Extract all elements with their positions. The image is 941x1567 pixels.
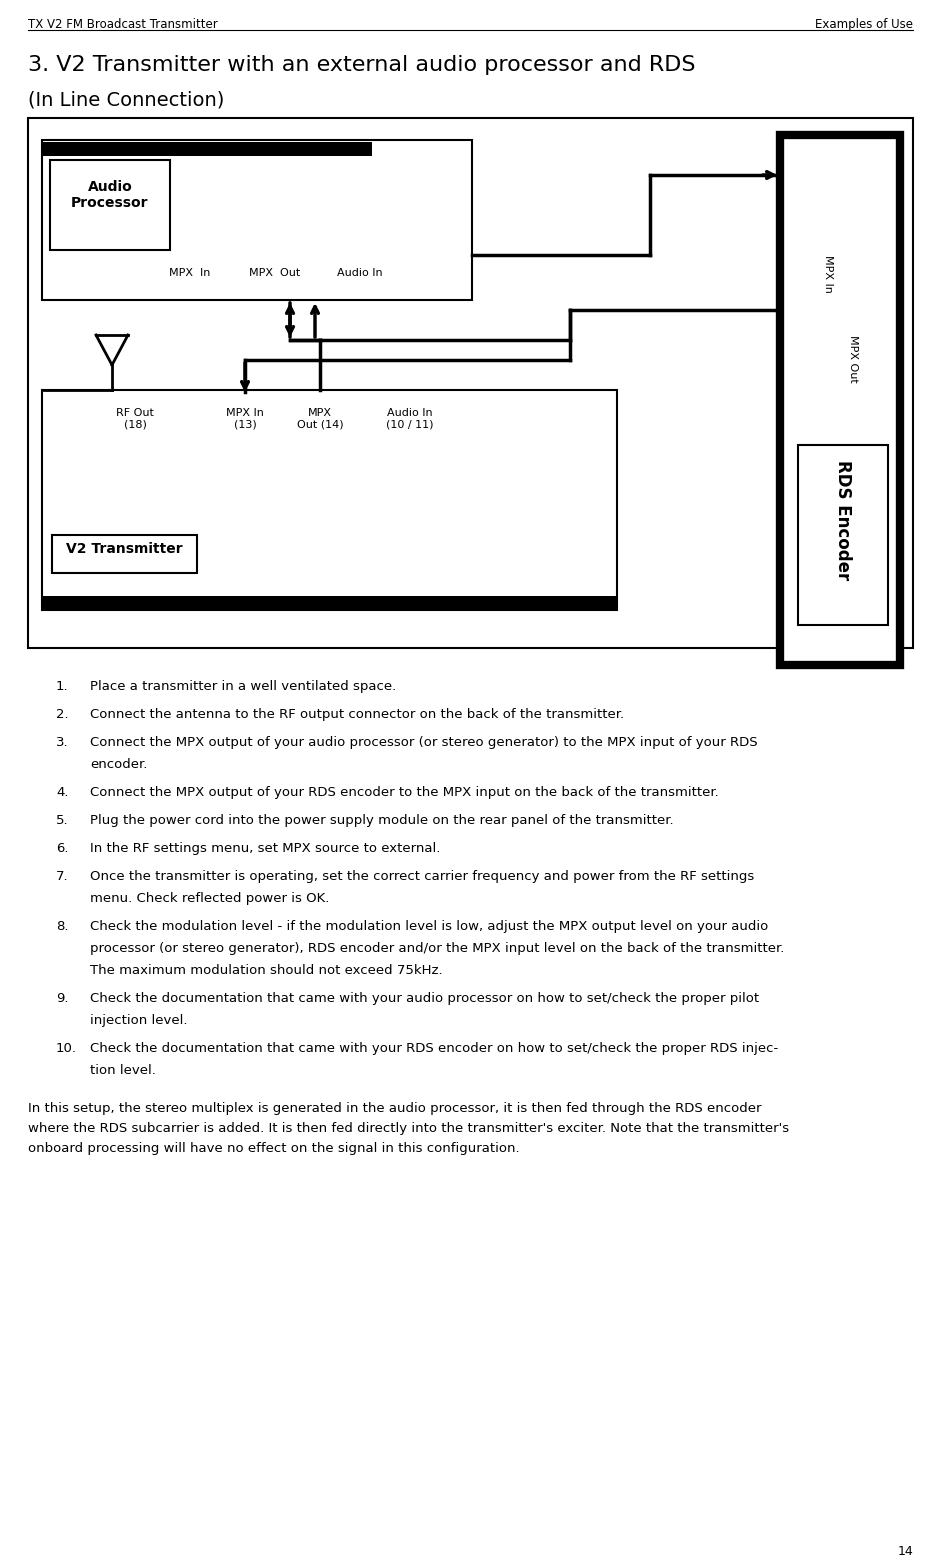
Text: Check the modulation level - if the modulation level is low, adjust the MPX outp: Check the modulation level - if the modu… — [90, 920, 768, 932]
Text: Check the documentation that came with your RDS encoder on how to set/check the : Check the documentation that came with y… — [90, 1042, 778, 1055]
Text: where the RDS subcarrier is added. It is then fed directly into the transmitter': where the RDS subcarrier is added. It is… — [28, 1122, 789, 1135]
Text: The maximum modulation should not exceed 75kHz.: The maximum modulation should not exceed… — [90, 964, 442, 976]
Text: 3.: 3. — [56, 736, 69, 749]
Text: In this setup, the stereo multiplex is generated in the audio processor, it is t: In this setup, the stereo multiplex is g… — [28, 1102, 761, 1116]
Text: 6.: 6. — [56, 841, 69, 856]
Text: 3. V2 Transmitter with an external audio processor and RDS: 3. V2 Transmitter with an external audio… — [28, 55, 695, 75]
Text: Check the documentation that came with your audio processor on how to set/check : Check the documentation that came with y… — [90, 992, 759, 1004]
Text: MPX Out: MPX Out — [848, 335, 858, 382]
Text: Once the transmitter is operating, set the correct carrier frequency and power f: Once the transmitter is operating, set t… — [90, 870, 755, 882]
Text: TX V2 FM Broadcast Transmitter: TX V2 FM Broadcast Transmitter — [28, 17, 217, 31]
Bar — [798, 445, 888, 625]
Text: 5.: 5. — [56, 813, 69, 827]
Text: Place a transmitter in a well ventilated space.: Place a transmitter in a well ventilated… — [90, 680, 396, 693]
Text: Connect the MPX output of your RDS encoder to the MPX input on the back of the t: Connect the MPX output of your RDS encod… — [90, 787, 719, 799]
Text: MPX In: MPX In — [823, 255, 833, 293]
Bar — [42, 143, 372, 157]
Text: tion level.: tion level. — [90, 1064, 156, 1077]
Text: Connect the MPX output of your audio processor (or stereo generator) to the MPX : Connect the MPX output of your audio pro… — [90, 736, 758, 749]
Text: Plug the power cord into the power supply module on the rear panel of the transm: Plug the power cord into the power suppl… — [90, 813, 674, 827]
Text: (In Line Connection): (In Line Connection) — [28, 89, 224, 110]
Bar — [780, 135, 900, 664]
Bar — [28, 118, 913, 649]
Text: menu. Check reflected power is OK.: menu. Check reflected power is OK. — [90, 892, 329, 906]
Text: processor (or stereo generator), RDS encoder and/or the MPX input level on the b: processor (or stereo generator), RDS enc… — [90, 942, 785, 954]
Bar — [42, 390, 617, 610]
Text: Examples of Use: Examples of Use — [815, 17, 913, 31]
Text: 1.: 1. — [56, 680, 69, 693]
Text: 8.: 8. — [56, 920, 69, 932]
Text: encoder.: encoder. — [90, 758, 148, 771]
Text: injection level.: injection level. — [90, 1014, 187, 1026]
Text: MPX In
(13): MPX In (13) — [226, 407, 263, 429]
Text: In the RF settings menu, set MPX source to external.: In the RF settings menu, set MPX source … — [90, 841, 440, 856]
Bar — [50, 160, 170, 251]
Text: 14: 14 — [898, 1545, 913, 1558]
Bar — [42, 139, 472, 299]
Text: MPX
Out (14): MPX Out (14) — [296, 407, 343, 429]
Text: V2 Transmitter: V2 Transmitter — [66, 542, 183, 556]
Text: MPX  In: MPX In — [169, 268, 211, 277]
Text: 7.: 7. — [56, 870, 69, 882]
Text: RDS Encoder: RDS Encoder — [834, 459, 852, 580]
Text: Audio In: Audio In — [337, 268, 383, 277]
Text: 2.: 2. — [56, 708, 69, 721]
Text: 4.: 4. — [56, 787, 69, 799]
Text: Audio In
(10 / 11): Audio In (10 / 11) — [386, 407, 434, 429]
Text: 9.: 9. — [56, 992, 69, 1004]
Text: RF Out
(18): RF Out (18) — [116, 407, 154, 429]
Text: Audio
Processor: Audio Processor — [72, 180, 149, 210]
Bar — [42, 595, 617, 610]
Text: MPX  Out: MPX Out — [249, 268, 300, 277]
Text: onboard processing will have no effect on the signal in this configuration.: onboard processing will have no effect o… — [28, 1142, 519, 1155]
Bar — [52, 534, 197, 574]
Text: 10.: 10. — [56, 1042, 77, 1055]
Text: Connect the antenna to the RF output connector on the back of the transmitter.: Connect the antenna to the RF output con… — [90, 708, 624, 721]
